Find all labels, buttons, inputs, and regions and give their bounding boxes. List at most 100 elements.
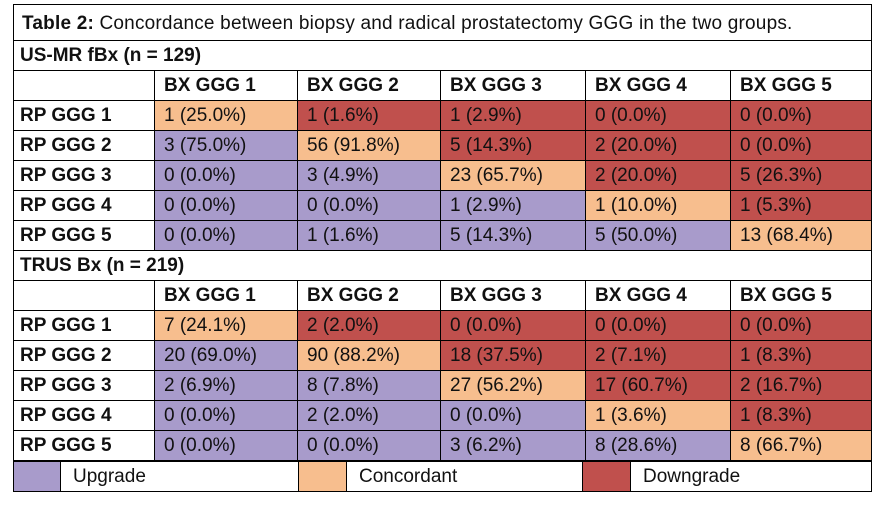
table-cell-downgrade: 1 (5.3%) <box>729 190 873 221</box>
table-cell-upgrade: 1 (1.6%) <box>297 220 441 251</box>
table-cell-downgrade: 2 (2.0%) <box>297 310 441 341</box>
table-cell-concordant: 13 (68.4%) <box>729 220 873 251</box>
group-title-row: TRUS Bx (n = 219) <box>12 250 873 281</box>
empty-corner-cell <box>13 280 155 311</box>
column-header: BX GGG 2 <box>297 70 441 101</box>
table-row: RP GGG 2 20 (69.0%) 90 (88.2%) 18 (37.5%) 2 … <box>13 340 873 371</box>
table-cell-downgrade: 17 (60.7%) <box>585 370 731 401</box>
table-cell-concordant: 1 (25.0%) <box>154 100 298 131</box>
row-label: RP GGG 4 <box>13 190 155 221</box>
row-label: RP GGG 2 <box>13 130 155 161</box>
table-cell-upgrade: 0 (0.0%) <box>297 190 441 221</box>
row-label: RP GGG 3 <box>13 160 155 191</box>
table-cell-upgrade: 3 (75.0%) <box>154 130 298 161</box>
table-cell-concordant: 23 (65.7%) <box>440 160 586 191</box>
table-cell-upgrade: 8 (7.8%) <box>297 370 441 401</box>
caption-text: Concordance between biopsy and radical p… <box>99 13 793 34</box>
column-header: BX GGG 1 <box>154 70 298 101</box>
table-caption: Table 2: Concordance between biopsy and … <box>12 4 873 41</box>
row-label: RP GGG 1 <box>13 310 155 341</box>
table-cell-downgrade: 0 (0.0%) <box>585 310 731 341</box>
table-cell-upgrade: 0 (0.0%) <box>154 160 298 191</box>
table-cell-concordant: 1 (10.0%) <box>585 190 731 221</box>
table-cell-concordant: 7 (24.1%) <box>154 310 298 341</box>
caption-label: Table 2: <box>22 13 94 34</box>
table-cell-upgrade: 0 (0.0%) <box>297 430 441 461</box>
table-cell-downgrade: 0 (0.0%) <box>729 310 873 341</box>
group-title-row: US-MR fBx (n = 129) <box>12 40 873 71</box>
table-cell-concordant: 8 (66.7%) <box>729 430 873 461</box>
legend: Upgrade Concordant Downgrade <box>13 461 872 492</box>
table-cell-concordant: 27 (56.2%) <box>440 370 586 401</box>
legend-swatch-upgrade <box>13 461 61 492</box>
legend-swatch-concordant <box>298 461 347 492</box>
table-cell-upgrade: 1 (2.9%) <box>440 190 586 221</box>
legend-row: Upgrade Concordant Downgrade <box>13 461 872 492</box>
table-caption-row: Table 2: Concordance between biopsy and … <box>12 4 873 41</box>
table-cell-downgrade: 2 (20.0%) <box>585 130 731 161</box>
table-cell-concordant: 56 (91.8%) <box>297 130 441 161</box>
table-cell-downgrade: 1 (1.6%) <box>297 100 441 131</box>
table-cell-downgrade: 0 (0.0%) <box>440 310 586 341</box>
table-cell-upgrade: 5 (14.3%) <box>440 220 586 251</box>
table-cell-upgrade: 5 (50.0%) <box>585 220 731 251</box>
concordance-table: Table 2: Concordance between biopsy and … <box>12 4 873 461</box>
row-label: RP GGG 2 <box>13 340 155 371</box>
column-header: BX GGG 4 <box>585 280 731 311</box>
column-header: BX GGG 1 <box>154 280 298 311</box>
table-cell-concordant: 1 (3.6%) <box>585 400 731 431</box>
table-cell-downgrade: 1 (8.3%) <box>729 400 873 431</box>
table-cell-downgrade: 18 (37.5%) <box>440 340 586 371</box>
column-header-row: BX GGG 1 BX GGG 2 BX GGG 3 BX GGG 4 BX GGG 5 <box>13 280 873 311</box>
table-cell-upgrade: 0 (0.0%) <box>154 190 298 221</box>
legend-swatch-downgrade <box>582 461 631 492</box>
table-cell-concordant: 90 (88.2%) <box>297 340 441 371</box>
column-header: BX GGG 3 <box>440 280 586 311</box>
table-cell-upgrade: 8 (28.6%) <box>585 430 731 461</box>
legend-label: Downgrade <box>630 461 872 492</box>
legend-label: Upgrade <box>60 461 299 492</box>
table-cell-upgrade: 20 (69.0%) <box>154 340 298 371</box>
column-header: BX GGG 3 <box>440 70 586 101</box>
table-cell-upgrade: 0 (0.0%) <box>154 430 298 461</box>
table-cell-downgrade: 1 (8.3%) <box>729 340 873 371</box>
empty-corner-cell <box>13 70 155 101</box>
column-header: BX GGG 5 <box>729 280 873 311</box>
row-label: RP GGG 5 <box>13 220 155 251</box>
table-cell-downgrade: 0 (0.0%) <box>729 100 873 131</box>
column-header-row: BX GGG 1 BX GGG 2 BX GGG 3 BX GGG 4 BX GGG 5 <box>13 70 873 101</box>
table-cell-downgrade: 1 (2.9%) <box>440 100 586 131</box>
row-label: RP GGG 4 <box>13 400 155 431</box>
table-cell-upgrade: 0 (0.0%) <box>154 220 298 251</box>
table-cell-downgrade: 2 (16.7%) <box>729 370 873 401</box>
group-title: US-MR fBx (n = 129) <box>12 40 873 71</box>
group-title: TRUS Bx (n = 219) <box>12 250 873 281</box>
table-cell-upgrade: 3 (6.2%) <box>440 430 586 461</box>
column-header: BX GGG 2 <box>297 280 441 311</box>
table-cell-upgrade: 3 (4.9%) <box>297 160 441 191</box>
table-cell-upgrade: 0 (0.0%) <box>440 400 586 431</box>
table-cell-downgrade: 0 (0.0%) <box>729 130 873 161</box>
column-header: BX GGG 5 <box>729 70 873 101</box>
table-cell-downgrade: 0 (0.0%) <box>585 100 731 131</box>
row-label: RP GGG 1 <box>13 100 155 131</box>
table-cell-downgrade: 5 (26.3%) <box>729 160 873 191</box>
row-label: RP GGG 5 <box>13 430 155 461</box>
table-cell-upgrade: 0 (0.0%) <box>154 400 298 431</box>
legend-label: Concordant <box>346 461 583 492</box>
table-cell-upgrade: 2 (6.9%) <box>154 370 298 401</box>
table-cell-upgrade: 2 (2.0%) <box>297 400 441 431</box>
table-cell-downgrade: 2 (7.1%) <box>585 340 731 371</box>
row-label: RP GGG 3 <box>13 370 155 401</box>
column-header: BX GGG 4 <box>585 70 731 101</box>
concordance-table-container: Table 2: Concordance between biopsy and … <box>12 4 873 492</box>
table-cell-downgrade: 2 (20.0%) <box>585 160 731 191</box>
